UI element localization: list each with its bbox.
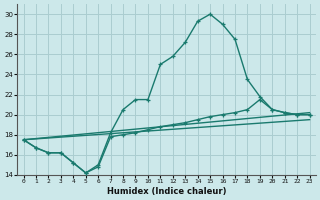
X-axis label: Humidex (Indice chaleur): Humidex (Indice chaleur)	[107, 187, 226, 196]
